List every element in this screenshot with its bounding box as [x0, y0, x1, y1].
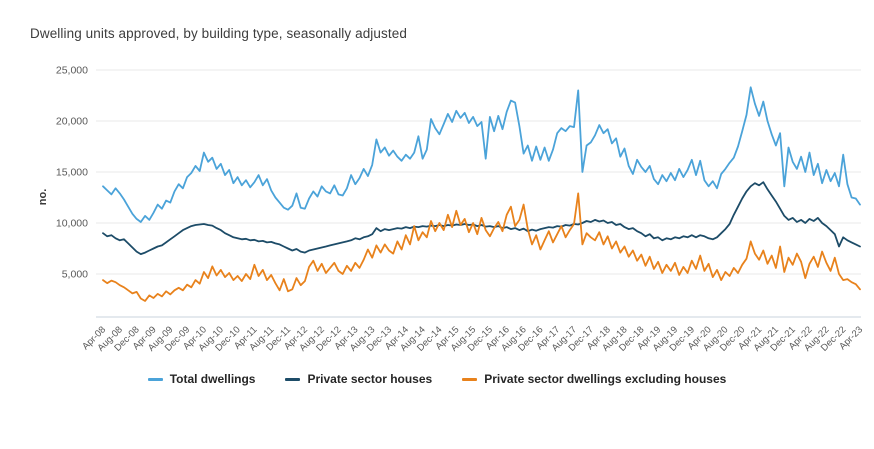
legend-swatch-private-sector-houses-icon: [285, 377, 301, 381]
y-tick-label: 10,000: [56, 218, 88, 230]
line-total-dwellings: [102, 86, 861, 223]
chart-title: Dwelling units approved, by building typ…: [30, 26, 407, 41]
legend-item-private-sector-houses[interactable]: Private sector houses: [285, 372, 432, 386]
y-tick-label: 20,000: [56, 116, 88, 128]
legend-swatch-excluding-houses-icon: [462, 377, 478, 381]
legend-item-private-sector-dwellings-excluding-houses[interactable]: Private sector dwellings excluding house…: [462, 372, 726, 386]
line-private-sector-houses: [102, 181, 861, 256]
y-tick-label: 25,000: [56, 65, 88, 77]
x-tick-labels: Apr-08Aug-08Dec-08Apr-09Aug-09Dec-09Apr-…: [80, 324, 865, 353]
gridlines: [96, 69, 861, 318]
chart-legend: Total dwellings Private sector houses Pr…: [0, 372, 874, 386]
line-private-sector-dwellings-excluding-houses: [102, 192, 861, 302]
line-chart-plot: no. 5,000 10,000 15,000 20,000 25,000 Apr-08…: [37, 65, 865, 354]
y-tick-label: 5,000: [62, 269, 88, 281]
y-tick-label: 15,000: [56, 167, 88, 179]
y-tick-labels: 5,000 10,000 15,000 20,000 25,000: [56, 65, 88, 281]
series-lines: [102, 86, 861, 302]
legend-label: Private sector houses: [307, 372, 433, 386]
legend-swatch-total-dwellings-icon: [147, 377, 163, 381]
legend-item-total-dwellings[interactable]: Total dwellings: [147, 372, 256, 386]
y-axis-label: no.: [37, 189, 49, 206]
legend-label: Private sector dwellings excluding house…: [484, 372, 727, 386]
legend-label: Total dwellings: [169, 372, 256, 386]
